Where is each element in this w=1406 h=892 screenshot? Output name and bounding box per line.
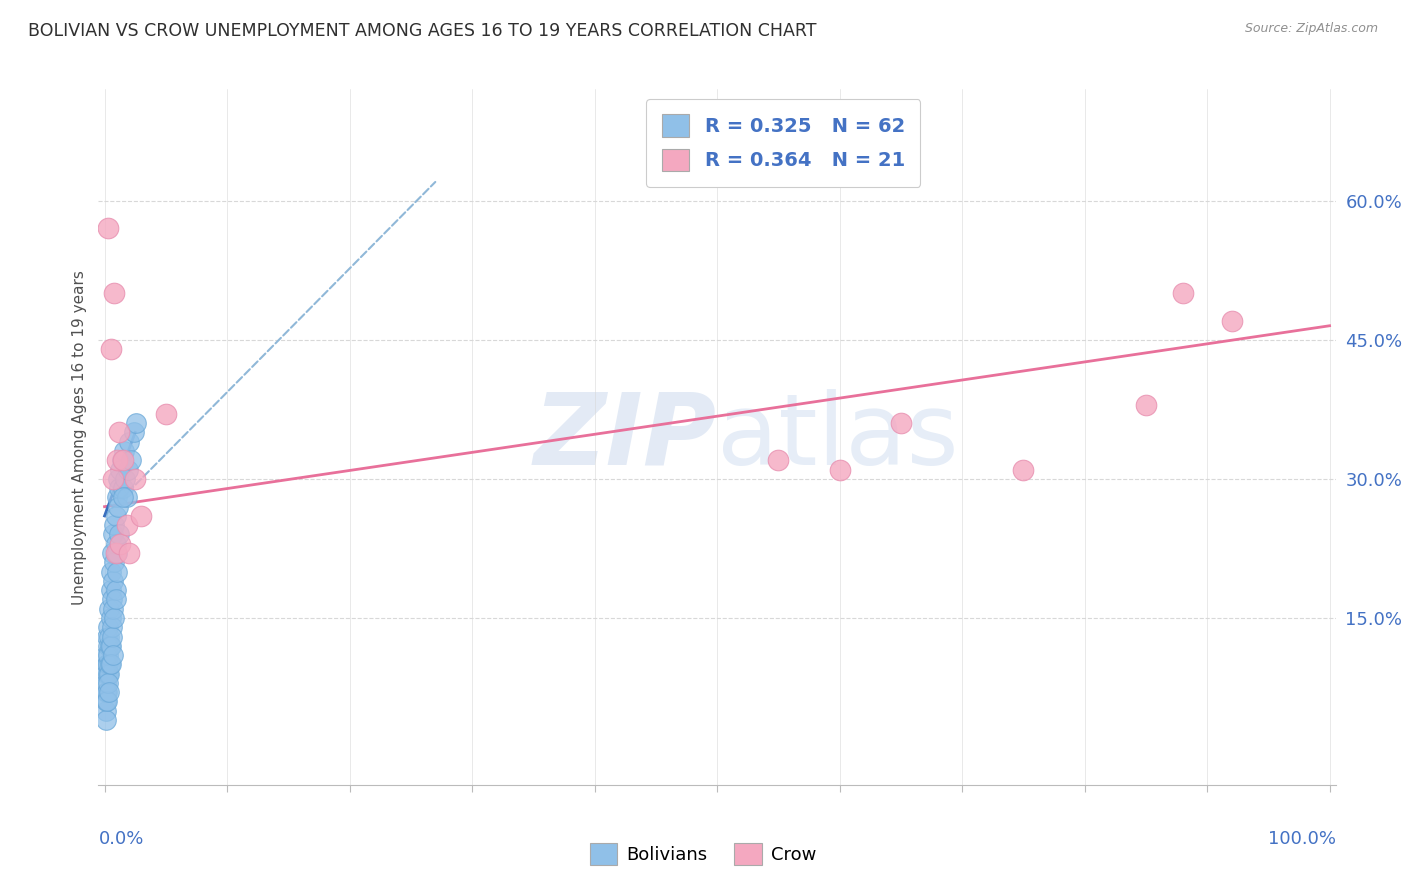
Point xyxy=(96,685,118,699)
Point xyxy=(115,491,138,505)
Point xyxy=(104,546,127,560)
Point xyxy=(97,221,120,235)
Point xyxy=(105,565,128,579)
Point xyxy=(114,472,136,486)
Point xyxy=(100,611,122,625)
Point xyxy=(890,416,912,430)
Point xyxy=(101,601,124,615)
Point xyxy=(124,472,146,486)
Point xyxy=(1171,286,1194,301)
Point xyxy=(103,518,125,533)
Point xyxy=(112,444,135,458)
Point xyxy=(98,630,121,644)
Point xyxy=(101,527,124,541)
Point xyxy=(101,630,124,644)
Point xyxy=(117,462,139,476)
Point xyxy=(100,583,122,598)
Legend: R = 0.325   N = 62, R = 0.364   N = 21: R = 0.325 N = 62, R = 0.364 N = 21 xyxy=(647,99,921,186)
Text: 0.0%: 0.0% xyxy=(98,830,143,848)
Point xyxy=(125,416,148,430)
Point xyxy=(103,555,125,569)
Point xyxy=(108,481,131,495)
Point xyxy=(94,713,117,727)
Point xyxy=(105,453,128,467)
Point xyxy=(100,565,122,579)
Point xyxy=(100,657,122,672)
Point xyxy=(101,592,124,607)
Point xyxy=(97,648,120,662)
Point xyxy=(97,620,120,634)
Point xyxy=(122,425,145,440)
Point xyxy=(98,685,121,699)
Point xyxy=(118,546,141,560)
Point xyxy=(100,639,122,653)
Y-axis label: Unemployment Among Ages 16 to 19 years: Unemployment Among Ages 16 to 19 years xyxy=(72,269,87,605)
Text: 100.0%: 100.0% xyxy=(1268,830,1336,848)
Point xyxy=(96,630,118,644)
Point xyxy=(110,537,132,551)
Point xyxy=(101,472,124,486)
Point xyxy=(111,453,134,467)
Point xyxy=(104,537,127,551)
Point xyxy=(94,666,117,681)
Point xyxy=(101,648,124,662)
Point xyxy=(105,491,128,505)
Text: atlas: atlas xyxy=(717,389,959,485)
Point xyxy=(103,611,125,625)
Legend: Bolivians, Crow: Bolivians, Crow xyxy=(581,834,825,874)
Point xyxy=(1135,398,1157,412)
Point xyxy=(101,574,124,588)
Point xyxy=(107,472,129,486)
Point xyxy=(129,508,152,523)
Point xyxy=(96,694,118,708)
Point xyxy=(97,676,120,690)
Text: ZIP: ZIP xyxy=(534,389,717,485)
Point xyxy=(108,425,131,440)
Point xyxy=(96,648,118,662)
Point xyxy=(111,481,134,495)
Point xyxy=(96,676,118,690)
Text: BOLIVIAN VS CROW UNEMPLOYMENT AMONG AGES 16 TO 19 YEARS CORRELATION CHART: BOLIVIAN VS CROW UNEMPLOYMENT AMONG AGES… xyxy=(28,22,817,40)
Point xyxy=(768,453,790,467)
Point xyxy=(111,491,134,505)
Point xyxy=(115,518,138,533)
Point xyxy=(98,601,121,615)
Point xyxy=(108,527,131,541)
Point xyxy=(104,583,127,598)
Point xyxy=(111,453,134,467)
Point xyxy=(155,407,177,421)
Point xyxy=(105,508,128,523)
Point xyxy=(121,453,143,467)
Point xyxy=(98,657,121,672)
Point xyxy=(98,639,121,653)
Text: Source: ZipAtlas.com: Source: ZipAtlas.com xyxy=(1244,22,1378,36)
Point xyxy=(94,704,117,718)
Point xyxy=(104,592,127,607)
Point xyxy=(101,546,124,560)
Point xyxy=(101,620,124,634)
Point xyxy=(100,342,122,356)
Point xyxy=(97,666,120,681)
Point xyxy=(94,694,117,708)
Point xyxy=(107,500,129,514)
Point xyxy=(1220,314,1243,328)
Point xyxy=(118,434,141,449)
Point xyxy=(828,462,851,476)
Point xyxy=(97,639,120,653)
Point xyxy=(110,462,132,476)
Point xyxy=(103,286,125,301)
Point xyxy=(96,657,118,672)
Point xyxy=(94,685,117,699)
Point xyxy=(97,666,120,681)
Point xyxy=(1012,462,1035,476)
Point xyxy=(97,657,120,672)
Point xyxy=(105,546,128,560)
